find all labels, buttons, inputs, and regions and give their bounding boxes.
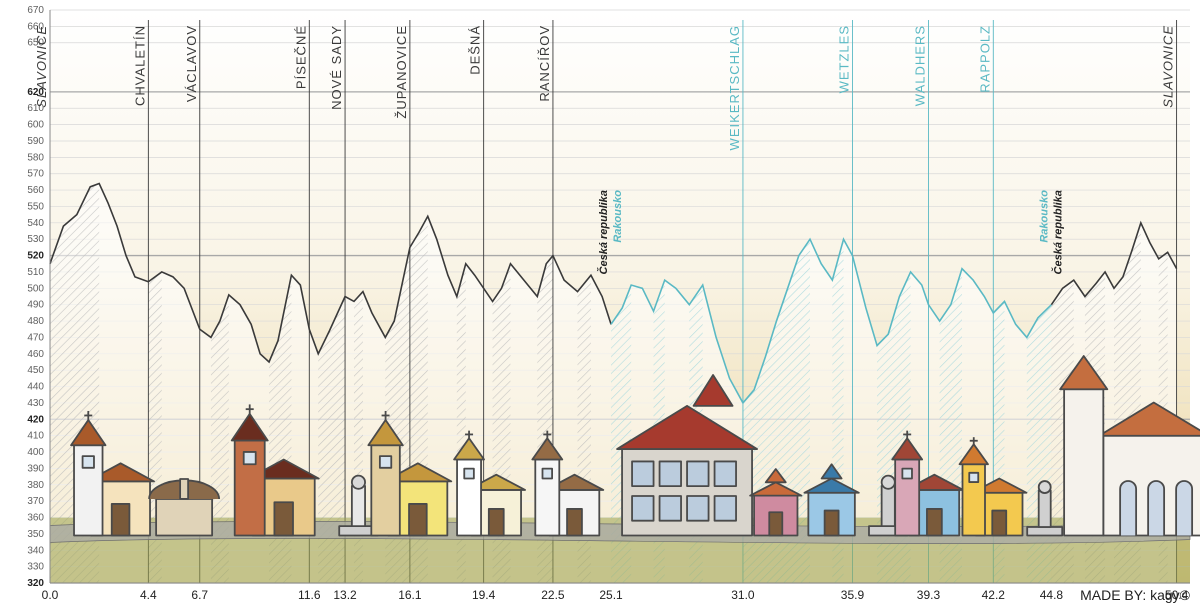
y-tick-label: 490 bbox=[27, 300, 44, 311]
x-tick-label: 16.1 bbox=[398, 588, 422, 602]
y-tick-label: 400 bbox=[27, 447, 44, 458]
x-tick-label: 25.1 bbox=[599, 588, 623, 602]
y-tick-label: 470 bbox=[27, 332, 44, 343]
y-tick-label: 530 bbox=[27, 234, 44, 245]
waypoint-label: CHVALETÍN bbox=[132, 25, 147, 106]
x-tick-label: 11.6 bbox=[298, 588, 321, 602]
y-tick-label: 460 bbox=[27, 349, 44, 360]
waypoint-label: VÁCLAVOV bbox=[184, 25, 199, 102]
y-tick-label: 370 bbox=[27, 496, 44, 507]
y-tick-label: 350 bbox=[27, 529, 44, 540]
y-tick-label: 670 bbox=[27, 5, 44, 16]
y-tick-label: 540 bbox=[27, 218, 44, 229]
x-tick-label: 4.4 bbox=[140, 588, 157, 602]
y-tick-label: 360 bbox=[27, 513, 44, 524]
y-tick-label: 580 bbox=[27, 152, 44, 163]
y-tick-label: 430 bbox=[27, 398, 44, 409]
waypoint-label: ŽUPANOVICE bbox=[394, 25, 409, 119]
y-tick-label: 330 bbox=[27, 562, 44, 573]
waypoint-label: WETZLES bbox=[836, 25, 851, 93]
x-tick-label: 0.0 bbox=[42, 588, 59, 602]
credit-text: MADE BY: kagy© bbox=[1080, 587, 1191, 603]
building-illustration bbox=[149, 479, 219, 536]
y-tick-label: 410 bbox=[27, 431, 44, 442]
y-tick-label: 480 bbox=[27, 316, 44, 327]
waypoint-label: SLAVONICE bbox=[1161, 25, 1176, 108]
elevation-profile-chart: 3203303403503603703803904004104204304404… bbox=[0, 0, 1200, 606]
y-tick-label: 380 bbox=[27, 480, 44, 491]
waypoint-label: DEŠNÁ bbox=[468, 25, 483, 75]
x-tick-label: 31.0 bbox=[731, 588, 755, 602]
y-tick-label: 420 bbox=[27, 414, 44, 425]
x-tick-label: 19.4 bbox=[472, 588, 496, 602]
country-label-at: Rakousko bbox=[1038, 190, 1050, 243]
waypoint-label: WEIKERTSCHLAG bbox=[727, 25, 742, 150]
y-tick-label: 440 bbox=[27, 382, 44, 393]
y-tick-label: 390 bbox=[27, 463, 44, 474]
x-tick-label: 39.3 bbox=[917, 588, 941, 602]
country-label-at: Rakousko bbox=[612, 190, 624, 243]
y-tick-label: 450 bbox=[27, 365, 44, 376]
y-tick-label: 570 bbox=[27, 169, 44, 180]
waypoint-label: RAPPOLZ bbox=[977, 25, 992, 93]
x-tick-label: 44.8 bbox=[1040, 588, 1064, 602]
y-tick-label: 550 bbox=[27, 201, 44, 212]
country-label-cz: Česká republika bbox=[1051, 190, 1064, 274]
y-tick-label: 600 bbox=[27, 120, 44, 131]
x-tick-label: 35.9 bbox=[841, 588, 865, 602]
x-tick-label: 13.2 bbox=[333, 588, 357, 602]
waypoint-label: WALDHERS bbox=[912, 25, 927, 106]
y-tick-label: 520 bbox=[27, 251, 44, 262]
x-tick-label: 42.2 bbox=[982, 588, 1006, 602]
waypoint-label: PÍSEČNÉ bbox=[293, 25, 308, 89]
y-tick-label: 510 bbox=[27, 267, 44, 278]
x-tick-label: 22.5 bbox=[541, 588, 565, 602]
waypoint-label: NOVÉ SADY bbox=[329, 25, 344, 110]
waypoint-label: SLAVONICE bbox=[34, 25, 49, 108]
y-tick-label: 590 bbox=[27, 136, 44, 147]
y-tick-label: 500 bbox=[27, 283, 44, 294]
x-tick-label: 6.7 bbox=[191, 588, 208, 602]
waypoint-label: RANCÍŘOV bbox=[537, 25, 552, 102]
y-tick-label: 560 bbox=[27, 185, 44, 196]
country-label-cz: Česká republika bbox=[597, 190, 610, 274]
y-tick-label: 340 bbox=[27, 545, 44, 556]
